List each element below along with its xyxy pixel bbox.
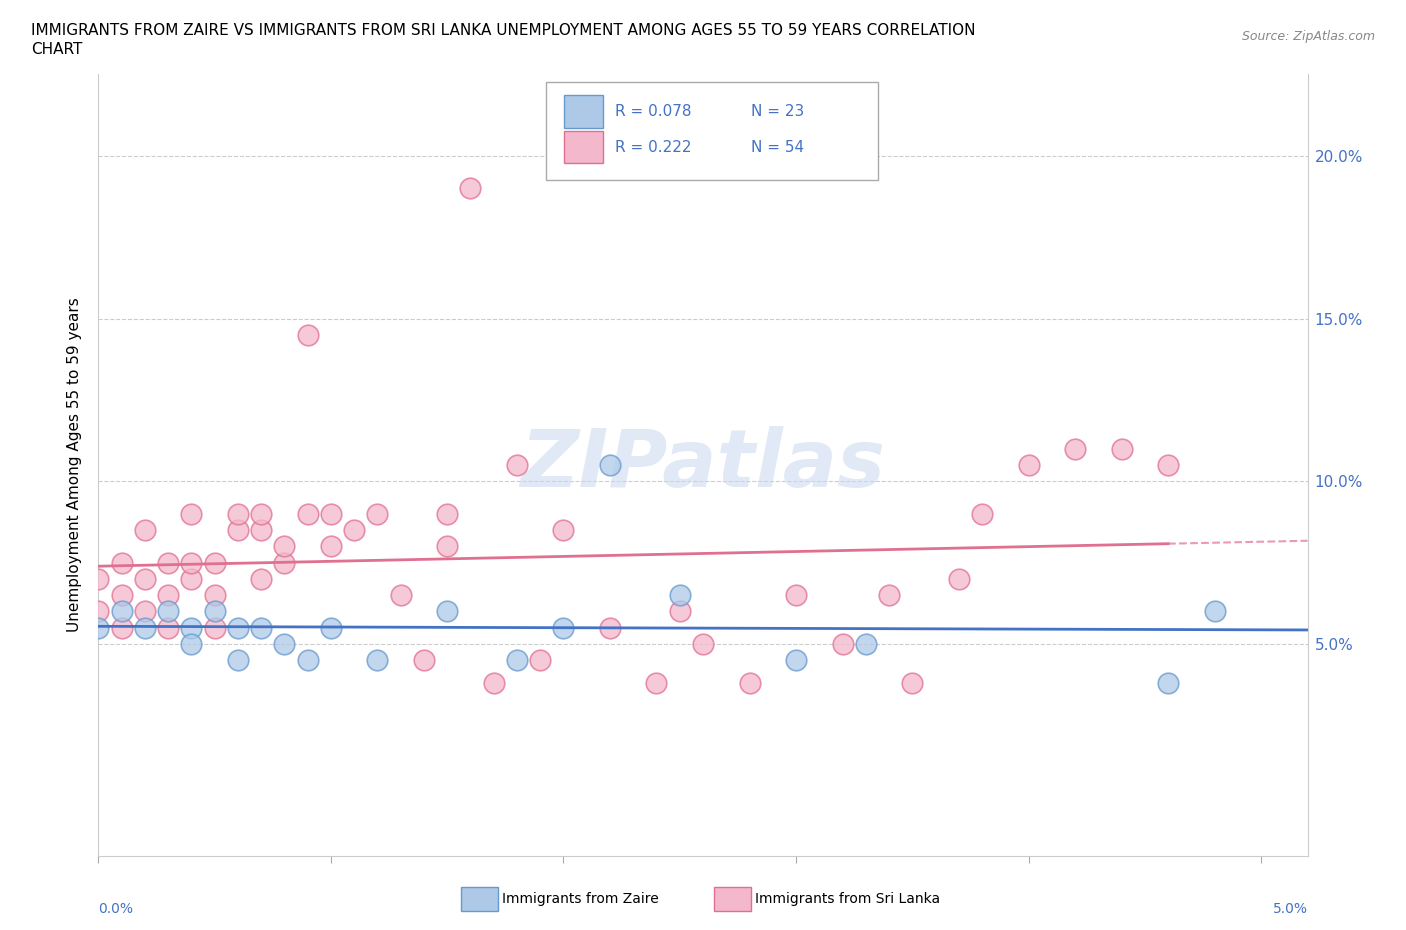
Point	[87, 604, 110, 619]
Point	[970, 506, 993, 521]
Point	[87, 620, 110, 635]
Point	[204, 604, 226, 619]
Point	[134, 523, 156, 538]
Point	[460, 180, 482, 196]
Point	[157, 620, 180, 635]
Point	[506, 458, 529, 472]
Point	[1204, 604, 1226, 619]
Point	[1157, 458, 1180, 472]
Point	[297, 653, 319, 668]
Point	[226, 620, 249, 635]
Point	[180, 620, 202, 635]
Text: N = 54: N = 54	[751, 140, 804, 154]
Point	[553, 620, 575, 635]
Text: 5.0%: 5.0%	[1272, 902, 1308, 916]
Text: IMMIGRANTS FROM ZAIRE VS IMMIGRANTS FROM SRI LANKA UNEMPLOYMENT AMONG AGES 55 TO: IMMIGRANTS FROM ZAIRE VS IMMIGRANTS FROM…	[31, 23, 976, 38]
Point	[180, 555, 202, 570]
Text: ZIPatlas: ZIPatlas	[520, 426, 886, 504]
Point	[157, 555, 180, 570]
Point	[204, 620, 226, 635]
Point	[319, 620, 342, 635]
FancyBboxPatch shape	[546, 82, 879, 179]
Point	[250, 523, 273, 538]
Point	[134, 571, 156, 587]
Point	[1064, 442, 1087, 457]
Text: Source: ZipAtlas.com: Source: ZipAtlas.com	[1241, 30, 1375, 43]
Point	[273, 637, 295, 652]
Point	[785, 653, 807, 668]
Text: R = 0.222: R = 0.222	[614, 140, 692, 154]
Point	[668, 604, 690, 619]
Point	[111, 555, 134, 570]
Point	[87, 571, 110, 587]
Point	[366, 506, 388, 521]
Y-axis label: Unemployment Among Ages 55 to 59 years: Unemployment Among Ages 55 to 59 years	[67, 298, 83, 632]
Point	[297, 506, 319, 521]
Point	[692, 637, 714, 652]
Text: CHART: CHART	[31, 42, 83, 57]
Point	[785, 588, 807, 603]
Text: R = 0.078: R = 0.078	[614, 104, 692, 119]
Text: Immigrants from Sri Lanka: Immigrants from Sri Lanka	[755, 892, 941, 907]
Point	[855, 637, 877, 652]
Point	[250, 506, 273, 521]
Point	[134, 620, 156, 635]
Point	[436, 506, 458, 521]
Point	[273, 538, 295, 553]
Point	[297, 327, 319, 342]
Point	[482, 675, 505, 690]
Point	[111, 588, 134, 603]
Point	[319, 538, 342, 553]
Point	[645, 675, 668, 690]
Point	[250, 620, 273, 635]
Point	[1111, 442, 1133, 457]
Point	[1157, 675, 1180, 690]
Point	[204, 588, 226, 603]
Point	[273, 555, 295, 570]
Point	[553, 523, 575, 538]
Point	[157, 588, 180, 603]
Point	[506, 653, 529, 668]
Point	[831, 637, 853, 652]
Point	[111, 620, 134, 635]
Point	[599, 458, 621, 472]
Point	[436, 538, 458, 553]
Point	[413, 653, 436, 668]
Point	[226, 506, 249, 521]
Point	[948, 571, 970, 587]
Point	[343, 523, 366, 538]
Text: Immigrants from Zaire: Immigrants from Zaire	[502, 892, 658, 907]
Point	[250, 571, 273, 587]
Point	[1018, 458, 1040, 472]
Point	[226, 653, 249, 668]
Point	[180, 506, 202, 521]
Point	[668, 588, 690, 603]
Point	[529, 653, 551, 668]
Point	[901, 675, 924, 690]
FancyBboxPatch shape	[564, 96, 603, 128]
Point	[877, 588, 900, 603]
Point	[111, 604, 134, 619]
Point	[436, 604, 458, 619]
Text: N = 23: N = 23	[751, 104, 804, 119]
Point	[599, 620, 621, 635]
Point	[180, 637, 202, 652]
Point	[226, 523, 249, 538]
Point	[738, 675, 761, 690]
Point	[319, 506, 342, 521]
Point	[389, 588, 412, 603]
Point	[366, 653, 388, 668]
Text: 0.0%: 0.0%	[98, 902, 134, 916]
Point	[134, 604, 156, 619]
Point	[157, 604, 180, 619]
FancyBboxPatch shape	[564, 130, 603, 164]
Point	[180, 571, 202, 587]
Point	[204, 555, 226, 570]
